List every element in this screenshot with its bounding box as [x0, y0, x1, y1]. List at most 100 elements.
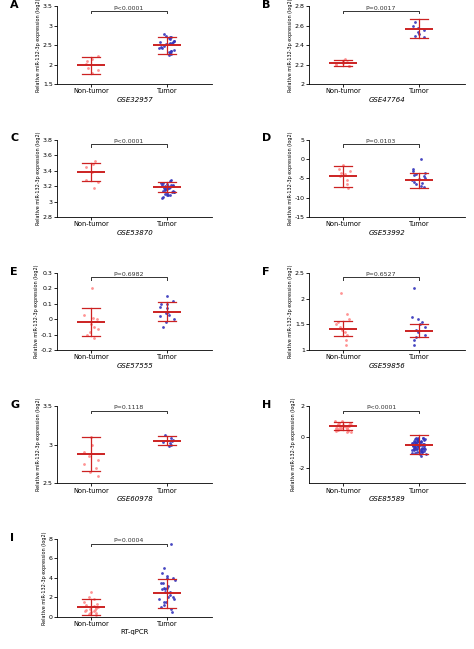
Point: [341, 327, 348, 337]
Point: [421, 330, 428, 340]
Point: [420, 32, 428, 43]
Point: [411, 434, 419, 445]
Point: [410, 340, 418, 350]
Point: [412, 332, 419, 343]
Point: [337, 167, 345, 178]
Point: [158, 568, 166, 578]
Point: [339, 160, 347, 170]
Point: [334, 317, 342, 327]
Point: [415, 447, 422, 458]
Point: [409, 440, 416, 450]
Point: [165, 50, 173, 60]
Point: [85, 609, 93, 619]
Point: [167, 49, 174, 59]
Point: [93, 314, 101, 324]
Point: [88, 587, 95, 598]
Text: G: G: [10, 400, 19, 410]
Point: [92, 603, 100, 613]
Point: [345, 421, 353, 432]
Point: [160, 437, 167, 448]
Text: B: B: [262, 0, 271, 10]
Point: [418, 450, 425, 461]
Point: [156, 311, 164, 321]
Point: [157, 178, 165, 188]
Point: [410, 170, 417, 180]
X-axis label: RT-qPCR: RT-qPCR: [120, 630, 149, 635]
Point: [94, 177, 101, 188]
Point: [157, 602, 164, 612]
Point: [158, 193, 165, 203]
Point: [160, 578, 167, 588]
Point: [89, 68, 96, 79]
Point: [412, 443, 420, 454]
Point: [155, 594, 163, 604]
X-axis label: GSE60978: GSE60978: [116, 496, 153, 502]
Point: [415, 174, 423, 184]
Point: [157, 42, 165, 53]
Point: [160, 322, 167, 332]
Point: [410, 441, 417, 452]
Y-axis label: Relative miR-132-3p expression (log2): Relative miR-132-3p expression (log2): [36, 132, 41, 225]
Point: [164, 190, 172, 200]
Point: [91, 322, 98, 332]
Point: [87, 607, 94, 617]
Point: [80, 459, 88, 469]
Point: [170, 314, 177, 324]
Point: [344, 422, 351, 433]
Text: E: E: [10, 267, 18, 276]
Point: [339, 420, 346, 430]
Point: [91, 156, 99, 167]
Point: [166, 34, 174, 45]
Text: F: F: [262, 267, 270, 276]
Point: [90, 333, 98, 343]
Point: [157, 299, 164, 309]
Point: [170, 35, 178, 45]
X-axis label: GSE32957: GSE32957: [116, 97, 153, 103]
Point: [156, 302, 164, 312]
Point: [345, 426, 352, 436]
Text: I: I: [10, 533, 14, 543]
X-axis label: GSE59856: GSE59856: [368, 363, 405, 369]
Point: [166, 177, 173, 187]
Point: [163, 31, 170, 41]
Point: [81, 447, 88, 458]
Point: [162, 584, 169, 594]
Point: [161, 587, 169, 598]
X-axis label: GSE85589: GSE85589: [368, 496, 405, 502]
Point: [168, 439, 175, 450]
Point: [170, 186, 178, 197]
Point: [421, 443, 428, 454]
Point: [415, 27, 422, 37]
Point: [408, 445, 416, 456]
Point: [167, 46, 174, 56]
Point: [409, 165, 417, 176]
Point: [420, 443, 428, 453]
Point: [346, 61, 353, 71]
Point: [337, 171, 344, 182]
Point: [420, 441, 428, 452]
Point: [414, 435, 421, 445]
X-axis label: GSE47764: GSE47764: [368, 97, 405, 103]
Point: [409, 164, 417, 174]
Point: [94, 51, 102, 61]
Point: [88, 54, 96, 64]
Point: [82, 175, 90, 185]
Point: [421, 434, 429, 445]
Point: [334, 419, 342, 429]
Point: [80, 310, 88, 320]
Point: [163, 188, 171, 198]
Point: [91, 594, 98, 604]
Point: [346, 165, 354, 176]
Point: [159, 186, 167, 196]
Point: [94, 471, 101, 481]
Point: [417, 435, 425, 446]
X-axis label: GSE53992: GSE53992: [368, 230, 405, 236]
Point: [346, 314, 353, 324]
Point: [410, 177, 418, 188]
Point: [334, 419, 342, 430]
Point: [420, 171, 428, 182]
Point: [336, 424, 343, 434]
Point: [80, 597, 88, 607]
Point: [163, 572, 171, 583]
Point: [339, 57, 347, 67]
